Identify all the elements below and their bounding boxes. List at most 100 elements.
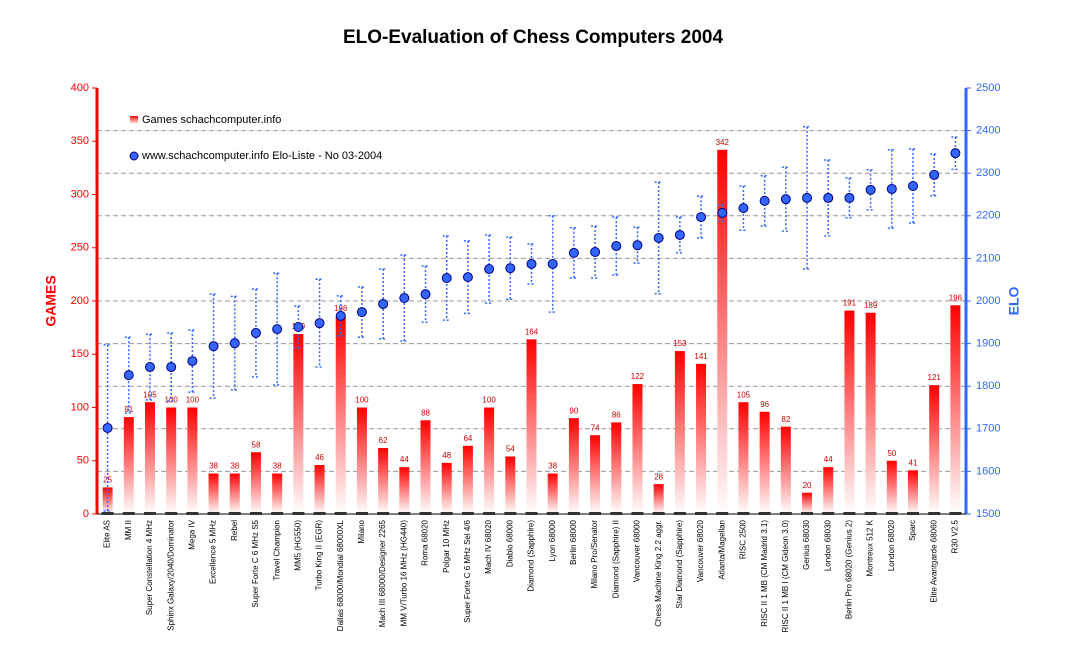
bar xyxy=(484,407,495,514)
data-label: 50 xyxy=(887,449,896,458)
bar xyxy=(717,149,728,514)
x-tick-label: Vancouver 68000 xyxy=(633,519,642,582)
point xyxy=(505,263,516,274)
bar-base xyxy=(907,512,920,515)
point xyxy=(674,229,685,240)
bar-base xyxy=(525,512,538,515)
x-tick-label: Berlin Pro 68020 (Genius 2) xyxy=(845,520,854,620)
x-tick-label: Atlanta/Magellan xyxy=(717,520,726,580)
point xyxy=(484,264,495,275)
x-tick-label: Sphinx Galaxy/2040/Dominator xyxy=(166,520,175,631)
bar-base xyxy=(885,512,898,515)
bar-base xyxy=(864,512,877,515)
data-label: 25 xyxy=(103,475,112,484)
y2-tick-label: 1600 xyxy=(976,465,1000,477)
x-tick-label: Berlin 68000 xyxy=(569,519,578,564)
y2-tick-label: 1800 xyxy=(976,380,1000,392)
point xyxy=(929,169,940,180)
y-tick-label: 0 xyxy=(83,508,89,520)
point xyxy=(356,307,367,318)
bar xyxy=(356,407,367,514)
bar-base xyxy=(461,512,474,515)
point xyxy=(696,212,707,223)
y2-tick-label: 1700 xyxy=(976,423,1000,435)
bar xyxy=(123,417,134,514)
data-label: 28 xyxy=(654,472,663,481)
data-label: 20 xyxy=(803,481,812,490)
y2-tick-label: 2200 xyxy=(976,210,1000,222)
x-tick-label: RISC II 1 MB I (CM Gideon 3.0) xyxy=(781,520,790,633)
point xyxy=(208,341,219,352)
bar-base xyxy=(504,512,517,515)
x-tick-label: Elite Avantgarde 68060 xyxy=(929,519,938,602)
y-tick-label: 50 xyxy=(77,455,89,467)
bar-base xyxy=(292,512,305,515)
point xyxy=(950,148,961,159)
point xyxy=(653,232,664,243)
data-label: 342 xyxy=(716,138,730,147)
point xyxy=(865,184,876,195)
bar xyxy=(250,452,261,514)
bar xyxy=(420,420,431,514)
y-tick-label: 350 xyxy=(71,135,89,147)
data-label: 38 xyxy=(273,462,282,471)
x-tick-label: Lyon 68000 xyxy=(548,519,557,561)
bar-base xyxy=(143,512,156,515)
data-label: 41 xyxy=(909,458,918,467)
bar-base xyxy=(249,512,262,515)
y2-axis-label: ELO xyxy=(1006,287,1022,316)
data-label: 44 xyxy=(400,455,409,464)
bar-base xyxy=(207,512,220,515)
bar-base xyxy=(822,512,835,515)
x-tick-label: Milano xyxy=(357,519,366,543)
bar-base xyxy=(949,512,962,515)
point xyxy=(293,321,304,332)
bar-base xyxy=(377,512,390,515)
point xyxy=(568,247,579,258)
y2-tick-label: 2100 xyxy=(976,252,1000,264)
data-label: 54 xyxy=(506,445,515,454)
bar-base xyxy=(355,512,368,515)
y2-tick-label: 1900 xyxy=(976,338,1000,350)
bar xyxy=(759,411,770,514)
point xyxy=(759,195,770,206)
point xyxy=(823,192,834,203)
bar xyxy=(187,407,198,514)
x-tick-label: Genius 68030 xyxy=(802,519,811,569)
point xyxy=(717,207,728,218)
data-label: 46 xyxy=(315,453,324,462)
data-label: 121 xyxy=(928,373,942,382)
point xyxy=(378,298,389,309)
point xyxy=(590,247,601,258)
data-label: 90 xyxy=(569,406,578,415)
bar xyxy=(378,447,389,514)
data-label: 141 xyxy=(694,352,708,361)
x-tick-label: RISC 2500 xyxy=(739,519,748,559)
bar xyxy=(208,473,219,514)
bar-base xyxy=(271,512,284,515)
x-tick-label: Travel Champion xyxy=(272,520,281,581)
bar-base xyxy=(610,512,623,515)
point xyxy=(738,203,749,214)
bar xyxy=(674,351,685,514)
bar xyxy=(886,460,897,514)
bar xyxy=(632,384,643,514)
point xyxy=(462,272,473,283)
legend-label: Games schachcomputer.info xyxy=(142,114,281,126)
bar-base xyxy=(652,512,665,515)
bar xyxy=(144,402,155,514)
data-label: 196 xyxy=(949,293,963,302)
bar xyxy=(505,456,516,514)
bar-base xyxy=(546,512,559,515)
point xyxy=(272,324,283,335)
data-label: 74 xyxy=(591,423,600,432)
bar-base xyxy=(843,512,856,515)
legend-label: www.schachcomputer.info Elo-Liste - No 0… xyxy=(141,150,382,162)
bar-base xyxy=(779,512,792,515)
bar xyxy=(929,385,940,514)
y-tick-label: 100 xyxy=(71,401,89,413)
point xyxy=(844,192,855,203)
y-tick-label: 150 xyxy=(71,348,89,360)
point xyxy=(547,258,558,269)
point xyxy=(399,293,410,304)
